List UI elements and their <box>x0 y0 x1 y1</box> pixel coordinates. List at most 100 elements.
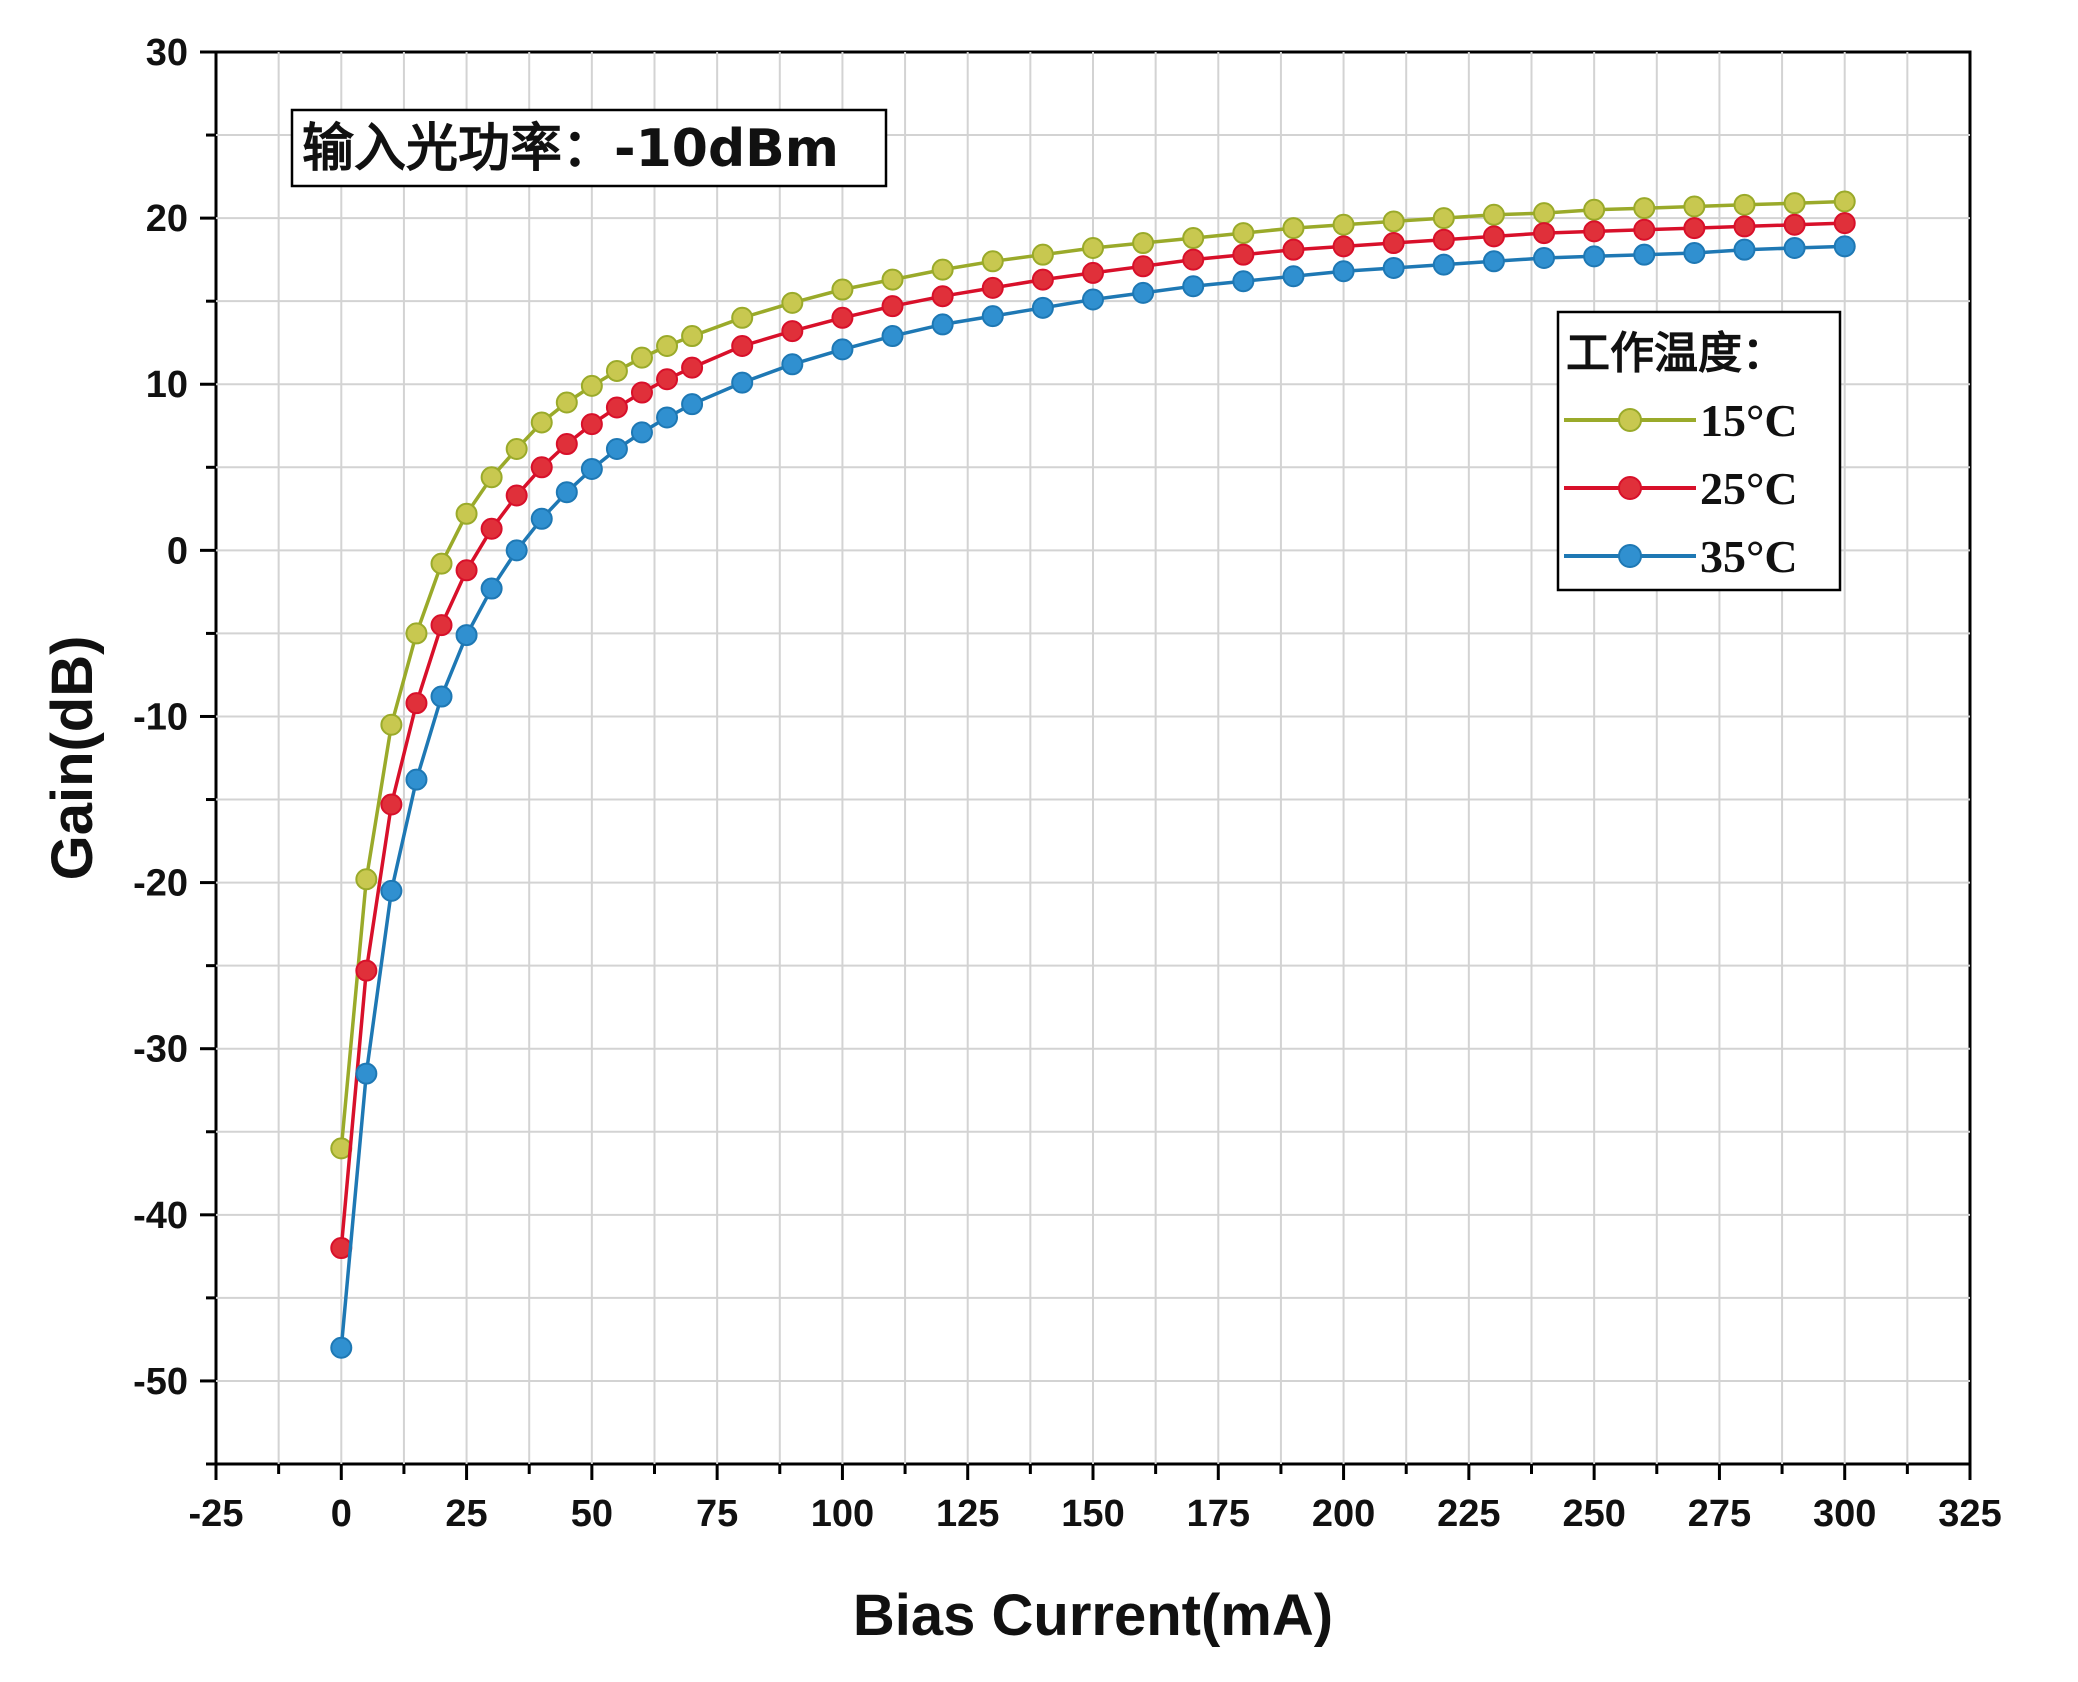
x-tick-label: 275 <box>1688 1493 1751 1535</box>
data-point <box>405 622 428 645</box>
data-point <box>455 624 478 647</box>
data-point <box>931 313 954 336</box>
data-point <box>405 692 428 715</box>
data-point <box>430 552 453 575</box>
data-point <box>580 413 603 436</box>
data-point <box>1533 222 1556 245</box>
data-point <box>505 539 528 562</box>
data-point <box>1432 253 1455 276</box>
y-tick-labels: -50 -40 -30 -20 -10 0 10 20 30 <box>133 32 188 1403</box>
y-tick-label: -50 <box>133 1361 188 1403</box>
data-point <box>1783 237 1806 260</box>
data-point <box>1132 281 1155 304</box>
x-tick-labels: -25 0 25 50 75 100 125 150 175 200 225 250 275 300 325 <box>189 1493 2002 1535</box>
data-point <box>480 466 503 489</box>
data-point <box>1783 213 1806 236</box>
data-point <box>881 295 904 318</box>
data-point <box>1232 270 1255 293</box>
data-point <box>1833 235 1856 258</box>
data-point <box>1232 222 1255 245</box>
data-point <box>1382 210 1405 233</box>
data-point <box>1132 255 1155 278</box>
data-point <box>1833 212 1856 235</box>
x-tick-label: 325 <box>1938 1493 2001 1535</box>
data-point <box>1833 190 1856 213</box>
annotation-text: 输入光功率：-10dBm <box>302 119 839 179</box>
data-point <box>731 335 754 358</box>
x-tick-label: 100 <box>811 1493 874 1535</box>
data-point <box>1282 238 1305 261</box>
data-point <box>1683 242 1706 265</box>
data-point <box>1482 225 1505 248</box>
data-point <box>405 768 428 791</box>
data-point <box>1082 237 1104 260</box>
legend-swatch-marker <box>1618 476 1642 500</box>
data-point <box>1332 235 1355 258</box>
x-tick-label: 125 <box>936 1493 999 1535</box>
data-point <box>1733 193 1756 216</box>
data-point <box>681 356 704 379</box>
y-tick-label: 30 <box>146 32 188 74</box>
legend-entry: 15°C <box>1564 395 1798 446</box>
data-point <box>1332 213 1355 236</box>
data-point <box>1633 218 1656 241</box>
data-point <box>1382 232 1405 255</box>
data-point <box>1432 228 1455 251</box>
y-tick-label: -10 <box>133 696 188 738</box>
data-point <box>1482 203 1505 226</box>
data-point <box>831 338 854 361</box>
grid-lines <box>216 52 1970 1464</box>
x-tick-label: 75 <box>696 1493 738 1535</box>
legend-box <box>1556 310 1842 592</box>
x-tick-label: 225 <box>1437 1493 1500 1535</box>
legend-label: 15°C <box>1700 395 1798 446</box>
x-tick-label: 150 <box>1061 1493 1124 1535</box>
data-point <box>605 438 628 461</box>
data-point <box>656 368 679 391</box>
y-tick-label: 20 <box>146 198 188 240</box>
data-point <box>430 685 453 708</box>
legend-label: 25°C <box>1700 463 1798 514</box>
data-point <box>1031 268 1054 291</box>
data-point <box>480 517 503 540</box>
data-point <box>380 793 403 816</box>
data-point <box>355 959 378 982</box>
data-point <box>605 359 628 382</box>
data-point <box>831 306 854 329</box>
data-point <box>1132 232 1155 255</box>
data-point <box>1031 296 1054 319</box>
y-tick-label: -30 <box>133 1029 188 1071</box>
data-point <box>656 406 679 429</box>
y-tick-label: -20 <box>133 863 188 905</box>
legend-entry: 25°C <box>1564 463 1798 514</box>
data-point <box>505 438 528 461</box>
legend-entry: 35°C <box>1564 531 1798 582</box>
series-3 <box>330 235 1856 1359</box>
data-point <box>605 396 628 419</box>
data-point <box>355 868 378 891</box>
data-point <box>530 507 553 530</box>
data-point <box>580 374 603 397</box>
x-tick-label: 0 <box>331 1493 352 1535</box>
legend-label: 35°C <box>1700 531 1798 582</box>
annotation-box: 输入光功率：-10dBm <box>290 108 888 188</box>
data-point <box>530 411 553 434</box>
data-point <box>781 291 804 314</box>
data-point <box>931 258 954 281</box>
data-point <box>1683 217 1706 240</box>
data-point <box>1182 227 1205 250</box>
data-point <box>1082 261 1104 284</box>
data-point <box>681 325 704 348</box>
x-tick-label: 250 <box>1562 1493 1625 1535</box>
data-point <box>580 457 603 480</box>
data-point <box>1583 198 1606 221</box>
y-tick-label: -40 <box>133 1195 188 1237</box>
y-tick-label: 0 <box>167 530 188 572</box>
data-point <box>330 1336 353 1359</box>
data-point <box>380 713 403 736</box>
data-point <box>881 268 904 291</box>
x-tick-label: 200 <box>1312 1493 1375 1535</box>
data-point <box>1232 243 1255 266</box>
series-2 <box>330 212 1856 1260</box>
legend-title: 工作温度： <box>1566 328 1786 379</box>
